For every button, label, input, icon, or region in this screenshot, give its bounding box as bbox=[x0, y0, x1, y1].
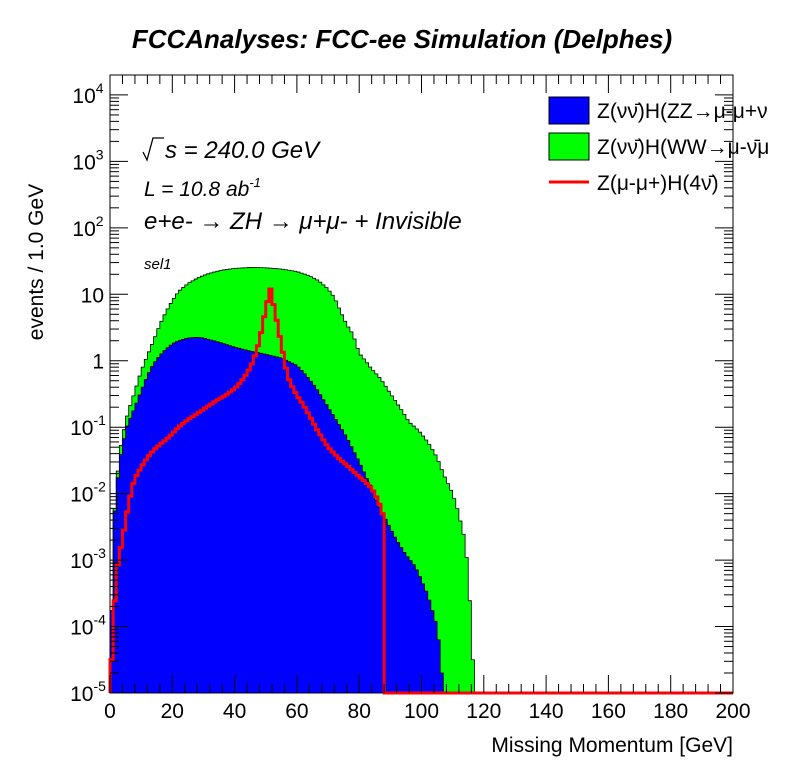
selection-label: sel1 bbox=[144, 256, 172, 273]
x-tick-label: 120 bbox=[466, 700, 501, 723]
x-tick-label: 80 bbox=[348, 700, 371, 723]
annotations: s = 240.0 GeV L = 10.8 ab-1 e+e- → ZH → … bbox=[142, 137, 462, 273]
lumi-text: L = 10.8 ab bbox=[144, 178, 250, 201]
lumi-exponent: -1 bbox=[249, 175, 261, 190]
legend-label: Z(νν̄)H(ZZ→μ-μ+ν bbox=[597, 100, 768, 123]
legend-entry-mumu: Z(μ-μ+)H(4ν̄) bbox=[549, 172, 719, 195]
y-tick-label: 10-4 bbox=[70, 612, 106, 640]
histogram-layer bbox=[108, 266, 733, 695]
x-tick-label: 100 bbox=[404, 700, 439, 723]
x-axis-label: Missing Momentum [GeV] bbox=[491, 734, 733, 757]
legend-label: Z(μ-μ+)H(4ν̄) bbox=[597, 172, 719, 195]
sqrt-symbol bbox=[142, 137, 164, 162]
legend-entry-zz: Z(νν̄)H(ZZ→μ-μ+ν bbox=[548, 96, 768, 125]
axes: 0 20 40 60 80 100 120 140 160 180 200 10-5 10-4 10-3 1… bbox=[70, 75, 751, 723]
y-tick-label: 103 bbox=[72, 146, 103, 174]
y-tick-label: 10 bbox=[81, 284, 104, 307]
y-tick-label: 1 bbox=[92, 351, 104, 374]
series-zz-fill bbox=[109, 337, 444, 694]
x-tick-label: 140 bbox=[529, 700, 564, 723]
y-tick-label: 104 bbox=[72, 80, 103, 108]
y-tick-label: 10-3 bbox=[70, 545, 106, 573]
lumi-label: L = 10.8 ab-1 bbox=[144, 175, 261, 201]
x-tick-label: 180 bbox=[653, 700, 688, 723]
y-tick-label: 102 bbox=[72, 213, 103, 241]
x-tick-label: 60 bbox=[285, 700, 308, 723]
sqrt-s-label: s = 240.0 GeV bbox=[165, 137, 321, 164]
legend: Z(νν̄)H(ZZ→μ-μ+ν Z(νν̄)H(WW→μ-ν̄μ Z(μ-μ+)H… bbox=[548, 96, 769, 195]
y-axis-label: events / 1.0 GeV bbox=[25, 184, 48, 340]
legend-label: Z(νν̄)H(WW→μ-ν̄μ bbox=[597, 136, 769, 159]
legend-swatch bbox=[548, 132, 590, 161]
y-tick-label: 10-2 bbox=[70, 479, 106, 507]
x-tick-label: 200 bbox=[715, 700, 750, 723]
process-label: e+e- → ZH → μ+μ- + Invisible bbox=[144, 208, 462, 235]
x-tick-label: 40 bbox=[223, 700, 246, 723]
x-tick-label: 160 bbox=[591, 700, 626, 723]
y-tick-label: 10-5 bbox=[70, 678, 106, 706]
legend-entry-ww: Z(νν̄)H(WW→μ-ν̄μ bbox=[548, 132, 769, 161]
x-tick-label: 0 bbox=[104, 700, 116, 723]
legend-swatch bbox=[548, 96, 590, 125]
x-tick-label: 20 bbox=[161, 700, 184, 723]
y-tick-label: 10-1 bbox=[70, 412, 106, 440]
series-mumu-line bbox=[108, 287, 733, 695]
chart-title: FCCAnalyses: FCC-ee Simulation (Delphes) bbox=[132, 24, 672, 54]
